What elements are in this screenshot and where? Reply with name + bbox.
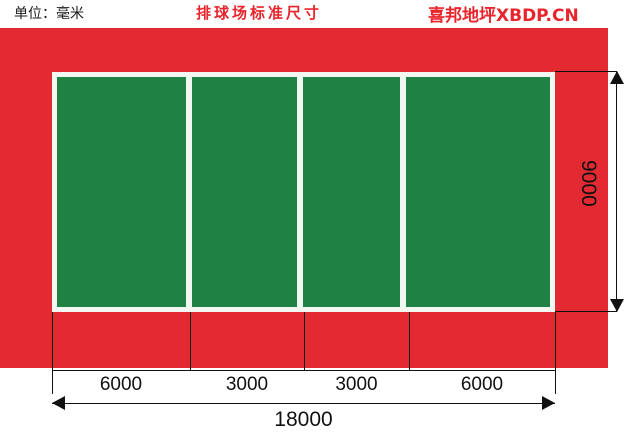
- total-width-dimension-line: [616, 71, 617, 312]
- segment-label-1: 3000: [225, 374, 269, 395]
- extension-line-2: [304, 312, 305, 370]
- court-zone-front-right: [303, 77, 400, 307]
- brand-watermark: 喜邦地坪XBDP.CN: [428, 6, 579, 26]
- total-length-dimension-line: [52, 403, 555, 404]
- total-length-label: 18000: [274, 408, 333, 431]
- unit-label: 单位：毫米: [14, 6, 84, 22]
- total-width-label: 9000: [577, 160, 600, 207]
- court-zone-back-right: [406, 77, 550, 307]
- arrow-down-icon: [610, 299, 624, 312]
- court-zone-back-left: [57, 77, 186, 307]
- extension-line-4: [555, 312, 556, 394]
- segment-dimension-line: [52, 370, 555, 371]
- segment-label-0: 6000: [99, 374, 143, 395]
- segment-label-2: 3000: [335, 374, 378, 395]
- extension-line-3: [409, 312, 410, 370]
- volleyball-court: [52, 72, 555, 312]
- arrow-right-icon: [542, 396, 555, 410]
- extension-line-top: [555, 71, 617, 72]
- court-zone-front-left: [192, 77, 297, 307]
- extension-line-0: [52, 312, 53, 394]
- arrow-up-icon: [610, 71, 624, 84]
- diagram-header: 单位：毫米 排球场标准尺寸 喜邦地坪XBDP.CN: [0, 0, 640, 28]
- extension-line-1: [190, 312, 191, 370]
- extension-line-bottom: [555, 311, 617, 312]
- segment-label-3: 6000: [460, 374, 504, 395]
- arrow-left-icon: [52, 396, 65, 410]
- page-title: 排球场标准尺寸: [196, 4, 323, 22]
